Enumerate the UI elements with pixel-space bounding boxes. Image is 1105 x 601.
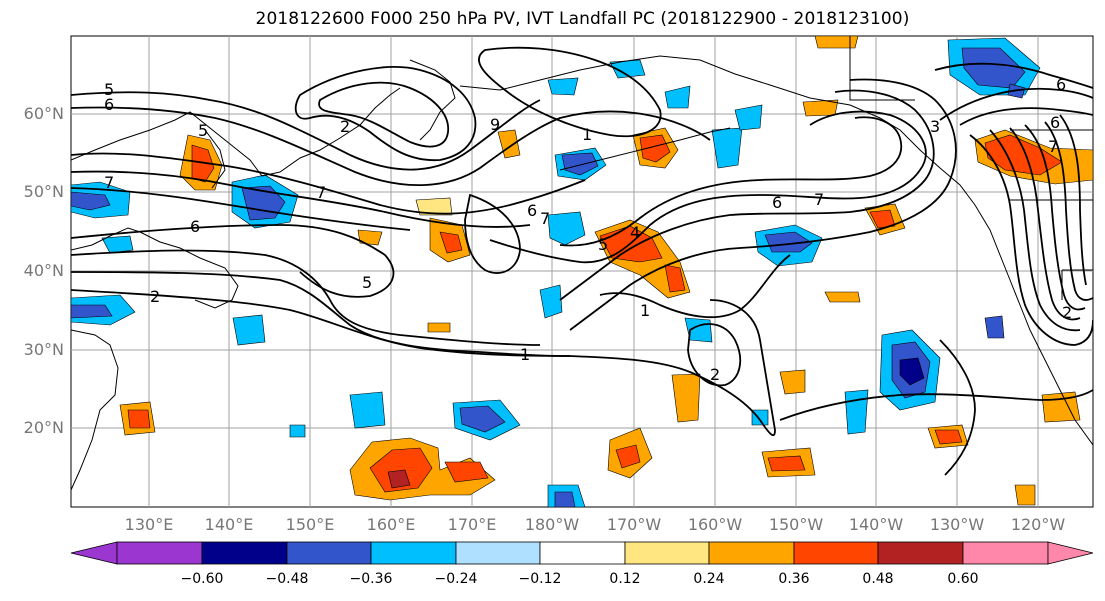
contour-label: 7 — [316, 183, 326, 202]
colorbar-segment — [201, 541, 288, 565]
contour-label-group: 5 6 5 7 6 7 5 2 2 9 1 6 7 5 4 6 7 1 1 2 … — [104, 75, 1072, 384]
lon-label: 160°W — [687, 515, 743, 534]
contour-label: 1 — [582, 125, 592, 144]
colorbar-segment — [370, 541, 457, 565]
lat-label: 30°N — [23, 340, 64, 359]
lon-label: 130°E — [124, 515, 174, 534]
colorbar-lower-extension — [70, 541, 118, 565]
colorbar-tick-label: 0.24 — [693, 571, 725, 587]
colorbar-tick-label: 0.48 — [862, 571, 894, 587]
lat-label: 60°N — [23, 104, 64, 123]
contour-label: 7 — [1048, 137, 1058, 156]
contour-label: 4 — [630, 223, 640, 242]
lon-label: 140°W — [848, 515, 904, 534]
colorbar-segment — [116, 541, 203, 565]
contour-label: 7 — [814, 190, 824, 209]
colorbar-segment — [708, 541, 795, 565]
contour-label: 6 — [104, 95, 114, 114]
contour-label: 9 — [490, 115, 500, 134]
colorbar-tick-label: −0.12 — [518, 571, 562, 587]
colorbar-segment — [286, 541, 372, 565]
contour-label: 2 — [150, 287, 160, 306]
lon-label: 150°W — [768, 515, 824, 534]
lon-label: 140°E — [204, 515, 254, 534]
lat-label: 20°N — [23, 418, 64, 437]
contour-label: 7 — [540, 209, 550, 228]
lon-label: 150°E — [285, 515, 335, 534]
colorbar-tick-label: −0.36 — [349, 571, 393, 587]
lon-label: 180°W — [524, 515, 580, 534]
lat-label: 50°N — [23, 182, 64, 201]
lon-label: 160°E — [366, 515, 416, 534]
contour-label: 5 — [198, 121, 208, 140]
contour-label: 2 — [340, 117, 350, 136]
contour-label: 1 — [520, 345, 530, 364]
lon-label: 130°W — [929, 515, 985, 534]
contour-label: 6 — [772, 193, 782, 212]
colorbar — [70, 541, 1094, 565]
colorbar-segment — [455, 541, 541, 565]
ivt-fill-patches — [71, 36, 1093, 507]
lon-label: 170°W — [606, 515, 662, 534]
contour-label: 6 — [1050, 113, 1060, 132]
contour-label: 7 — [104, 173, 114, 192]
contour-label: 6 — [527, 201, 537, 220]
colorbar-tick-label: −0.60 — [180, 571, 224, 587]
contour-label: 1 — [640, 301, 650, 320]
coastlines — [71, 36, 1093, 491]
contour-label: 6 — [1056, 75, 1066, 94]
colorbar-upper-extension — [1047, 541, 1094, 565]
map-title: 2018122600 F000 250 hPa PV, IVT Landfall… — [255, 9, 910, 29]
colorbar-tick-label: 0.60 — [947, 571, 979, 587]
colorbar-tick-label: 0.36 — [778, 571, 810, 587]
lat-label: 40°N — [23, 261, 64, 280]
contour-label: 5 — [362, 273, 372, 292]
pv-contours — [71, 46, 1093, 476]
contour-label: 2 — [1062, 303, 1072, 322]
colorbar-segment — [624, 541, 710, 565]
colorbar-segment — [793, 541, 879, 565]
contour-label: 5 — [104, 80, 114, 99]
contour-label: 3 — [930, 117, 940, 136]
contour-label: 6 — [190, 217, 200, 236]
colorbar-segment — [877, 541, 964, 565]
colorbar-tick-label: −0.48 — [265, 571, 309, 587]
colorbar-segment — [539, 541, 626, 565]
lon-label: 170°E — [447, 515, 497, 534]
contour-label: 2 — [710, 365, 720, 384]
colorbar-tick-label: 0.12 — [609, 571, 641, 587]
lon-label: 120°W — [1010, 515, 1066, 534]
contour-label: 5 — [598, 235, 608, 254]
colorbar-segment — [962, 541, 1049, 565]
colorbar-tick-label: −0.24 — [434, 571, 478, 587]
